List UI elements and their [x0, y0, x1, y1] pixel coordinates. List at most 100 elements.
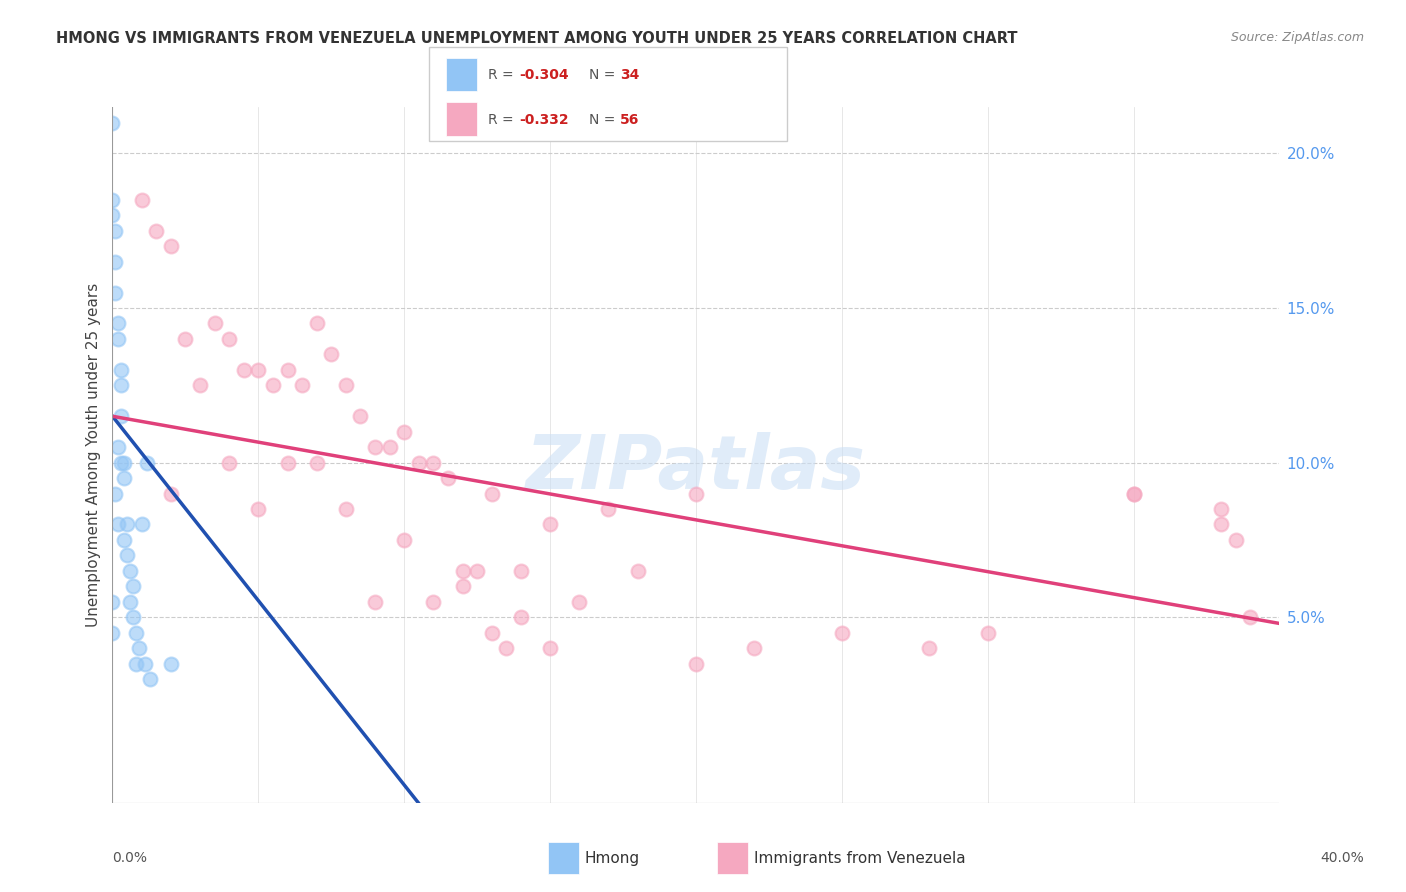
- Point: [321, 347, 343, 361]
- Point: [392, 533, 416, 547]
- Text: -0.304: -0.304: [519, 69, 568, 82]
- Point: [112, 456, 135, 470]
- Point: [115, 517, 138, 532]
- Text: ZIPatlas: ZIPatlas: [526, 433, 866, 506]
- Point: [392, 425, 416, 439]
- Text: 40.0%: 40.0%: [1320, 851, 1364, 865]
- Text: Immigrants from Venezuela: Immigrants from Venezuela: [754, 851, 966, 865]
- Text: N =: N =: [589, 113, 620, 128]
- Point: [110, 378, 132, 392]
- Point: [465, 564, 488, 578]
- Point: [104, 486, 127, 500]
- Point: [118, 595, 141, 609]
- Point: [110, 363, 132, 377]
- Point: [104, 285, 127, 300]
- Point: [291, 378, 314, 392]
- Point: [174, 332, 197, 346]
- Point: [1122, 486, 1144, 500]
- Point: [131, 193, 153, 207]
- Point: [128, 641, 150, 656]
- Point: [125, 657, 148, 671]
- Text: Hmong: Hmong: [585, 851, 640, 865]
- Point: [101, 595, 124, 609]
- Point: [1225, 533, 1247, 547]
- Point: [107, 517, 129, 532]
- Point: [538, 517, 561, 532]
- Point: [204, 317, 226, 331]
- Text: R =: R =: [488, 69, 517, 82]
- Text: N =: N =: [589, 69, 620, 82]
- Point: [131, 517, 153, 532]
- Point: [538, 641, 561, 656]
- Point: [134, 657, 156, 671]
- Point: [276, 363, 298, 377]
- Point: [422, 456, 444, 470]
- Point: [104, 224, 127, 238]
- Point: [495, 641, 517, 656]
- Point: [160, 239, 183, 253]
- Point: [364, 595, 387, 609]
- Point: [110, 409, 132, 424]
- Point: [1209, 502, 1232, 516]
- Point: [598, 502, 620, 516]
- Point: [335, 378, 357, 392]
- Point: [1209, 517, 1232, 532]
- Point: [107, 440, 129, 454]
- Point: [218, 332, 240, 346]
- Point: [349, 409, 371, 424]
- Point: [247, 363, 270, 377]
- Point: [139, 672, 162, 686]
- Point: [110, 456, 132, 470]
- Text: Source: ZipAtlas.com: Source: ZipAtlas.com: [1230, 31, 1364, 45]
- Point: [247, 502, 270, 516]
- Point: [122, 579, 145, 593]
- Point: [568, 595, 591, 609]
- Point: [145, 224, 167, 238]
- Point: [107, 332, 129, 346]
- Point: [112, 533, 135, 547]
- Point: [305, 317, 328, 331]
- Text: -0.332: -0.332: [519, 113, 568, 128]
- Point: [378, 440, 401, 454]
- Point: [685, 486, 707, 500]
- Text: 56: 56: [620, 113, 640, 128]
- Point: [1122, 486, 1144, 500]
- Point: [101, 115, 124, 129]
- Point: [976, 625, 998, 640]
- Point: [305, 456, 328, 470]
- Point: [626, 564, 648, 578]
- Point: [122, 610, 145, 624]
- Point: [160, 486, 183, 500]
- Point: [107, 317, 129, 331]
- Point: [408, 456, 430, 470]
- Point: [509, 610, 531, 624]
- Text: 34: 34: [620, 69, 640, 82]
- Point: [101, 193, 124, 207]
- Point: [104, 254, 127, 268]
- Point: [335, 502, 357, 516]
- Point: [136, 456, 159, 470]
- Point: [685, 657, 707, 671]
- Point: [831, 625, 853, 640]
- Point: [118, 564, 141, 578]
- Point: [451, 579, 474, 593]
- Point: [422, 595, 444, 609]
- Point: [451, 564, 474, 578]
- Point: [918, 641, 941, 656]
- Point: [101, 625, 124, 640]
- Point: [509, 564, 531, 578]
- Point: [437, 471, 460, 485]
- Point: [125, 625, 148, 640]
- Point: [112, 471, 135, 485]
- Point: [481, 486, 503, 500]
- Point: [218, 456, 240, 470]
- Point: [262, 378, 284, 392]
- Point: [481, 625, 503, 640]
- Point: [160, 657, 183, 671]
- Y-axis label: Unemployment Among Youth under 25 years: Unemployment Among Youth under 25 years: [86, 283, 101, 627]
- Text: 0.0%: 0.0%: [112, 851, 148, 865]
- Text: HMONG VS IMMIGRANTS FROM VENEZUELA UNEMPLOYMENT AMONG YOUTH UNDER 25 YEARS CORRE: HMONG VS IMMIGRANTS FROM VENEZUELA UNEMP…: [56, 31, 1018, 46]
- Point: [276, 456, 298, 470]
- Text: R =: R =: [488, 113, 517, 128]
- Point: [115, 549, 138, 563]
